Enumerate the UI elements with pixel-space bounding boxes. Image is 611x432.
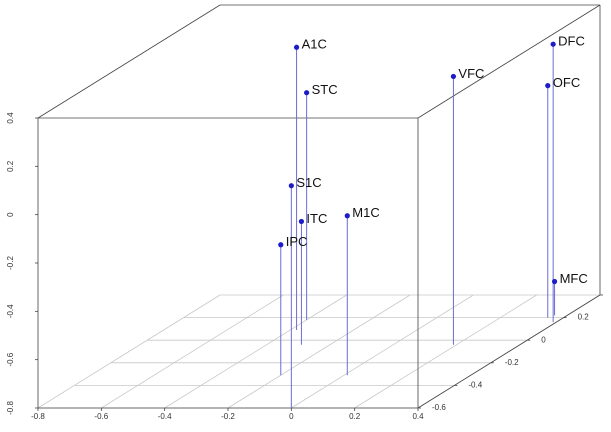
z-tick-label: -0.4 [6,304,15,318]
point-label: ITC [306,211,327,226]
point-label: M1C [352,205,379,220]
grid-line [101,294,284,409]
box-edge [417,4,601,119]
point [304,90,310,96]
grid-line [291,294,474,409]
z-tick-label: 0.4 [6,112,15,124]
z-tick-label: -0.2 [6,256,15,270]
point-label: IPC [286,234,308,249]
x-tick-label: -0.8 [31,412,45,421]
z-tick-label: 0.2 [6,160,15,172]
point [550,41,556,47]
y-tick-label: -0.4 [468,381,482,390]
z-tick-label: -0.6 [6,352,15,366]
point [278,242,284,248]
box-edge [37,4,221,119]
box-edge [417,294,601,409]
x-tick-label: -0.6 [94,412,108,421]
point-label: S1C [296,175,321,190]
point [344,213,350,219]
y-tick-label: -0.2 [505,358,519,367]
point [450,73,457,80]
point [298,218,305,225]
grid-line [227,294,411,409]
point [293,44,300,50]
x-tick-label: -0.4 [158,412,172,421]
point-label: MFC [560,271,588,286]
y-tick-label: -0.6 [432,403,446,412]
point-label: DFC [558,34,585,49]
point-label: VFC [458,66,484,81]
point-label: OFC [553,75,580,90]
x-tick-label: 0.2 [349,412,361,421]
y-tick-label: 0 [541,335,546,344]
z-tick-label: 0 [6,212,15,217]
z-tick-label: -0.8 [6,401,15,415]
grid-line [164,294,347,409]
point-label: A1C [302,37,327,52]
point [545,83,551,89]
x-tick-label: -0.2 [221,412,235,421]
y-tick-label: 0.2 [578,313,590,322]
point [288,183,294,189]
grid-line [354,294,537,409]
point-label: STC [312,82,338,97]
x-tick-label: 0.4 [412,412,424,421]
grid-line [37,294,221,409]
x-tick-label: 0 [289,412,294,421]
point [551,278,558,285]
